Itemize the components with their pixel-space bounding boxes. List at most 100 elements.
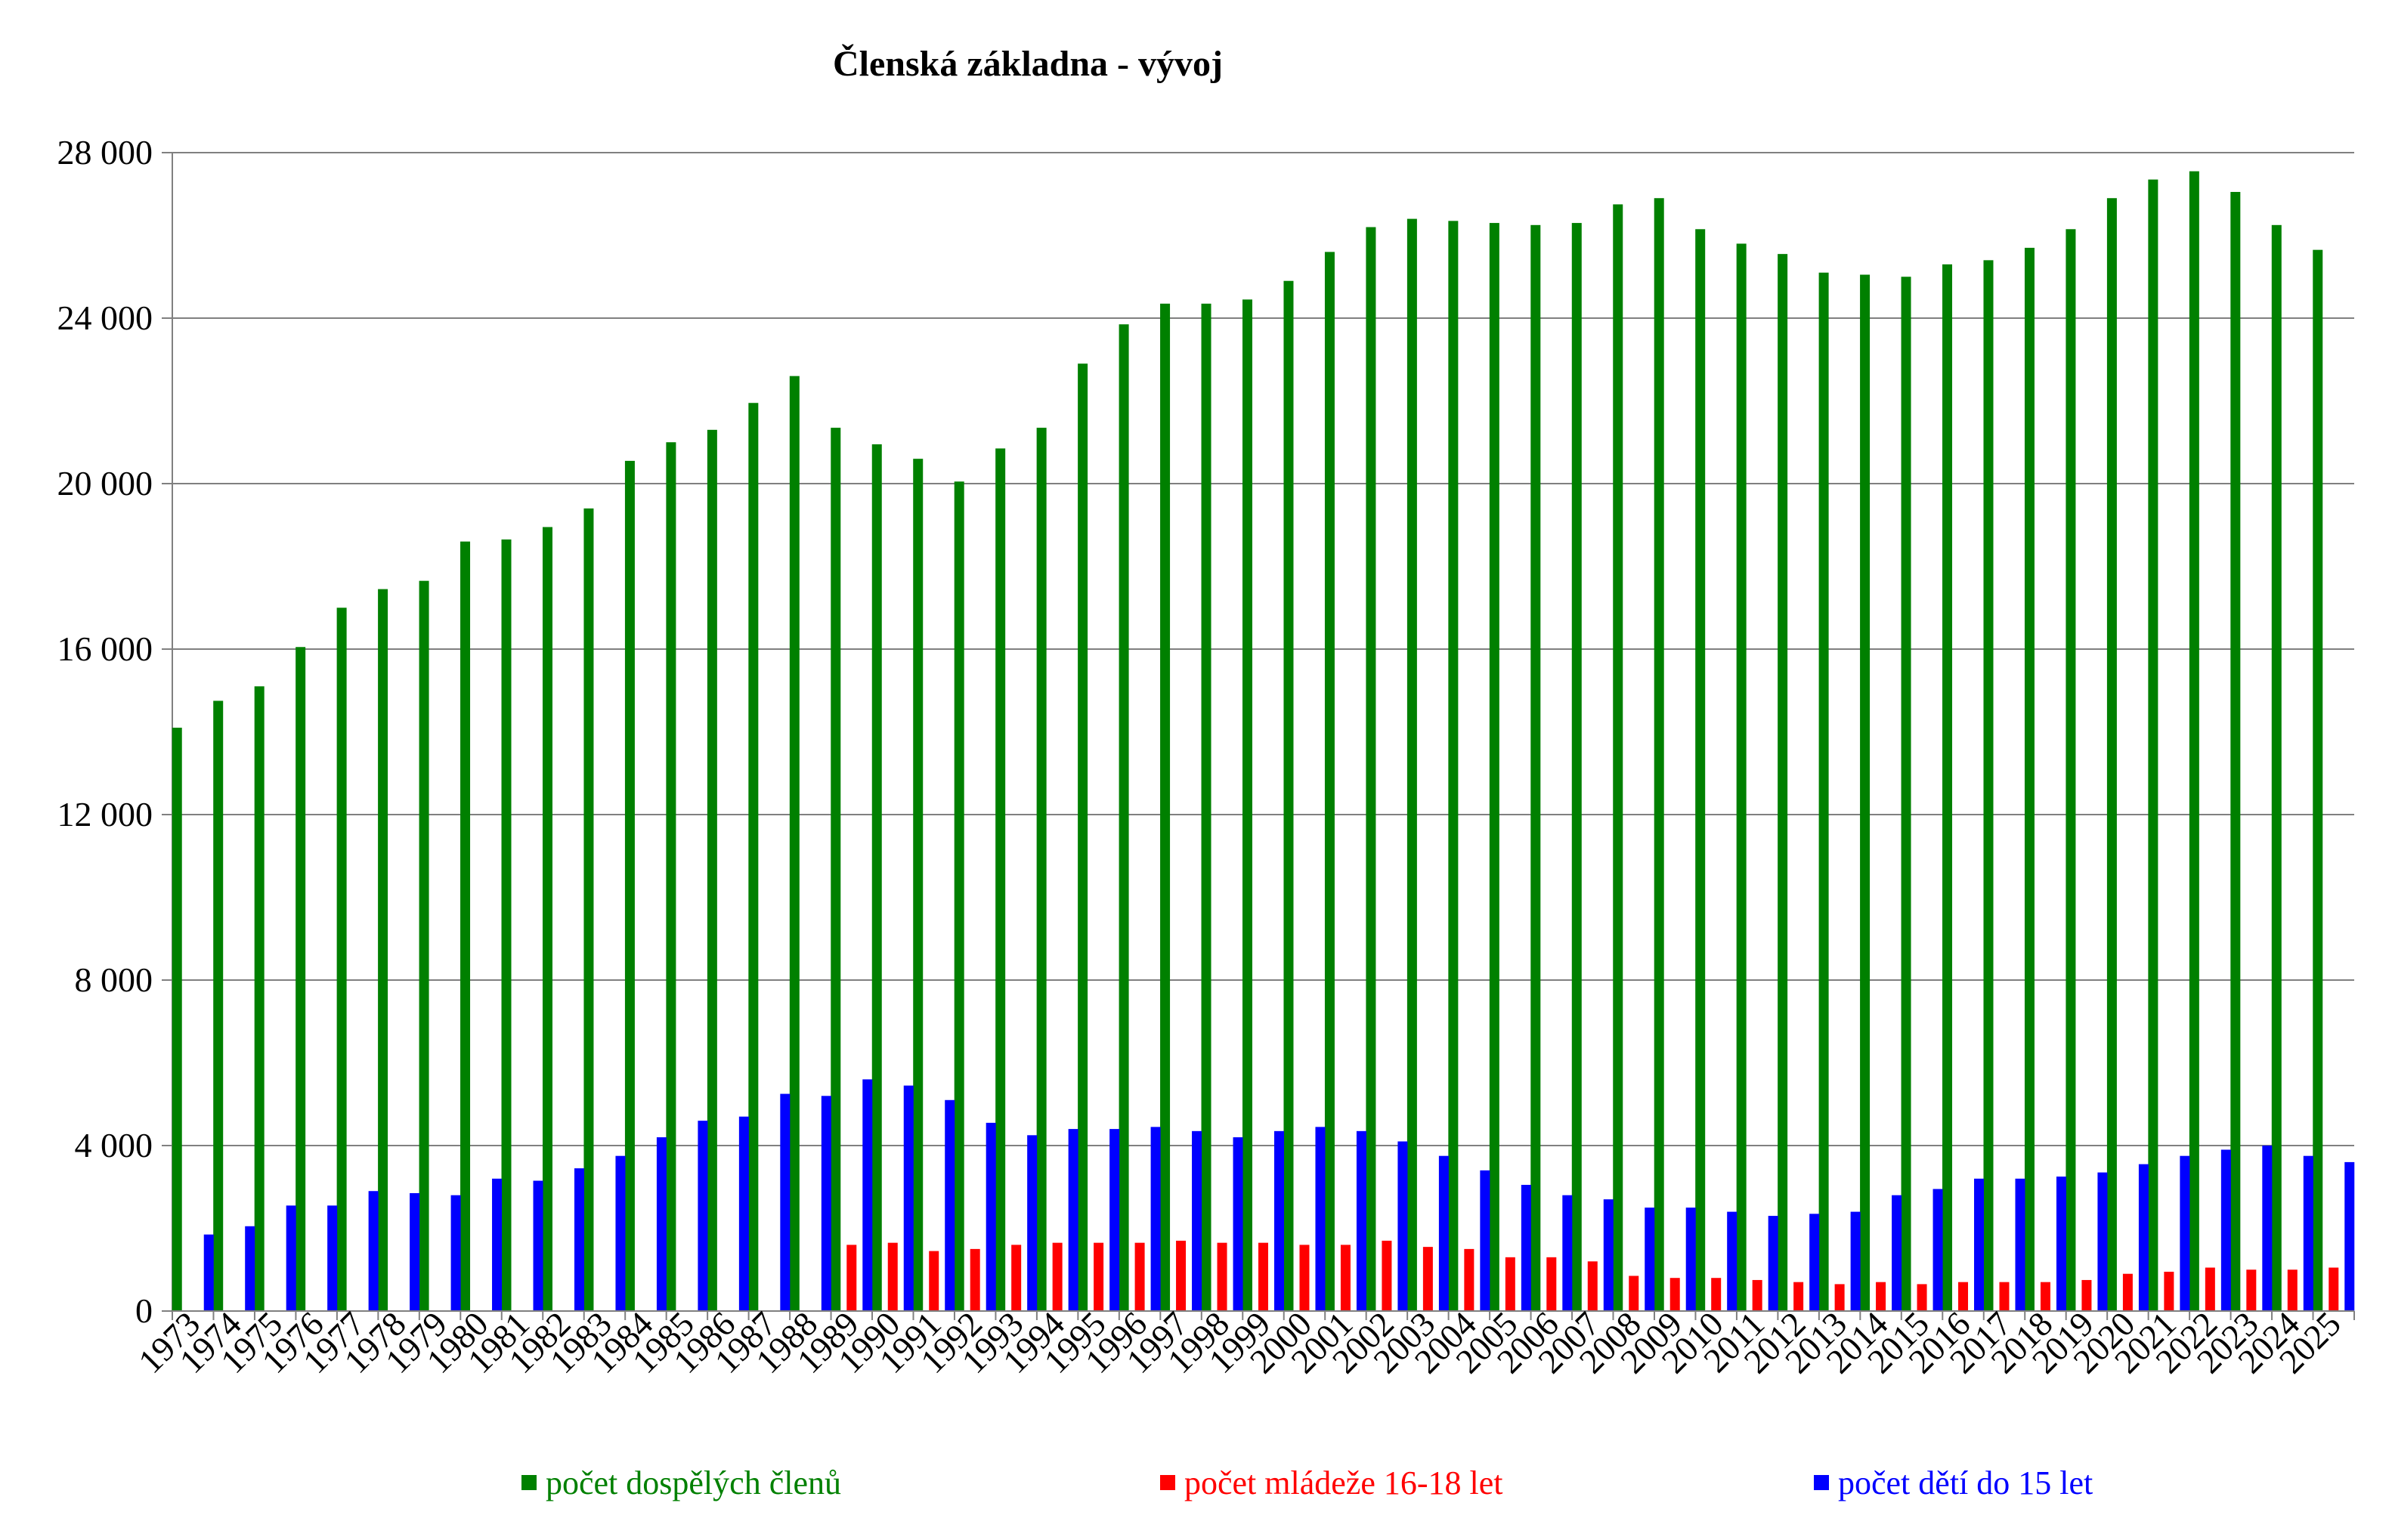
- bar: [1629, 1276, 1639, 1311]
- bar: [1505, 1257, 1515, 1311]
- bar: [846, 1245, 857, 1311]
- bar: [2015, 1178, 2025, 1311]
- bar: [1603, 1199, 1614, 1311]
- bar: [1546, 1257, 1557, 1311]
- bar: [929, 1251, 939, 1311]
- y-tick-label: 8 000: [75, 960, 153, 999]
- bar: [1068, 1129, 1078, 1311]
- bar: [172, 728, 182, 1311]
- bar: [2313, 249, 2323, 1312]
- bar: [1340, 1245, 1351, 1311]
- bar: [1150, 1127, 1161, 1311]
- y-tick-label: 0: [135, 1291, 153, 1330]
- bar: [410, 1192, 420, 1311]
- bar: [1727, 1211, 1738, 1311]
- bar: [1299, 1245, 1310, 1311]
- bar: [2097, 1172, 2108, 1311]
- gridlines: [172, 152, 2354, 1312]
- bar: [2081, 1279, 2092, 1311]
- bar: [780, 1093, 791, 1311]
- bar: [1809, 1214, 1820, 1311]
- bar: [501, 539, 512, 1311]
- bar: [213, 700, 224, 1311]
- y-axis: 0 4 000 8 000 12 000 16 000 20 000 24 000 28 00…: [57, 133, 173, 1330]
- bar: [450, 1195, 461, 1311]
- bar: [203, 1234, 214, 1311]
- bar: [1119, 324, 1129, 1311]
- bar: [970, 1248, 980, 1311]
- bar: [2040, 1282, 2050, 1311]
- bar: [656, 1137, 667, 1311]
- bar: [1109, 1129, 1120, 1311]
- bar: [2122, 1273, 2133, 1311]
- bar: [1094, 1242, 1104, 1311]
- bar: [1078, 363, 1088, 1312]
- legend-swatch: [521, 1475, 537, 1490]
- bar: [995, 448, 1006, 1311]
- bar: [1562, 1195, 1573, 1311]
- bar: [1793, 1282, 1804, 1311]
- bar: [1711, 1278, 1722, 1311]
- bar: [1645, 1208, 1655, 1311]
- bar: [2024, 247, 2035, 1311]
- bar: [1974, 1178, 1985, 1311]
- bar: [1464, 1248, 1474, 1311]
- bar: [1958, 1282, 1969, 1311]
- bar: [1521, 1185, 1531, 1311]
- bar: [460, 541, 471, 1311]
- legend-swatch: [1814, 1475, 1829, 1490]
- bar: [1860, 274, 1871, 1312]
- bar: [1134, 1242, 1145, 1311]
- bar: [1233, 1137, 1243, 1311]
- bar: [1027, 1135, 1038, 1311]
- bar: [666, 442, 676, 1311]
- bar: [1932, 1189, 1943, 1311]
- bar: [2262, 1146, 2273, 1311]
- legend-label: počet dětí do 15 let: [1838, 1464, 2093, 1501]
- bar: [913, 459, 924, 1311]
- bar: [368, 1191, 379, 1311]
- bar: [1778, 254, 1788, 1312]
- y-tick-label: 12 000: [57, 795, 153, 833]
- bar: [1217, 1242, 1227, 1311]
- legend-label: počet dospělých členů: [546, 1464, 841, 1501]
- legend-swatch: [1160, 1475, 1175, 1490]
- bar: [2148, 179, 2158, 1311]
- bar: [254, 686, 265, 1311]
- bar: [336, 608, 347, 1311]
- bar: [945, 1099, 955, 1311]
- y-tick-label: 24 000: [57, 298, 153, 337]
- y-tick-label: 28 000: [57, 133, 153, 172]
- bar: [533, 1180, 543, 1311]
- bar: [1983, 260, 1994, 1312]
- bar: [1736, 243, 1747, 1312]
- bar: [2230, 192, 2241, 1312]
- bar: [2220, 1149, 2231, 1311]
- bar: [378, 589, 388, 1311]
- bar: [1571, 223, 1582, 1312]
- bar: [1242, 299, 1252, 1311]
- legend: počet dospělých členů počet mládeže 16-18…: [521, 1464, 2093, 1501]
- bar: [1768, 1216, 1778, 1311]
- bar: [2138, 1164, 2149, 1311]
- bar: [1315, 1127, 1326, 1311]
- bar: [1011, 1245, 1022, 1311]
- bar: [707, 429, 717, 1312]
- bar: [2056, 1177, 2066, 1311]
- bar: [1917, 1284, 1927, 1311]
- bar: [1818, 272, 1829, 1311]
- bar: [1397, 1141, 1408, 1311]
- bar: [1892, 1195, 1902, 1311]
- bar: [2106, 198, 2117, 1312]
- bar: [1258, 1242, 1268, 1311]
- bar: [1160, 303, 1171, 1311]
- bar: [1530, 224, 1541, 1311]
- bar: [954, 481, 964, 1312]
- bar: [871, 444, 882, 1311]
- bar: [296, 647, 306, 1311]
- bar: [903, 1085, 914, 1311]
- bar: [2246, 1269, 2257, 1311]
- bars: [172, 171, 2355, 1312]
- bar: [615, 1155, 626, 1311]
- bar: [1324, 252, 1335, 1311]
